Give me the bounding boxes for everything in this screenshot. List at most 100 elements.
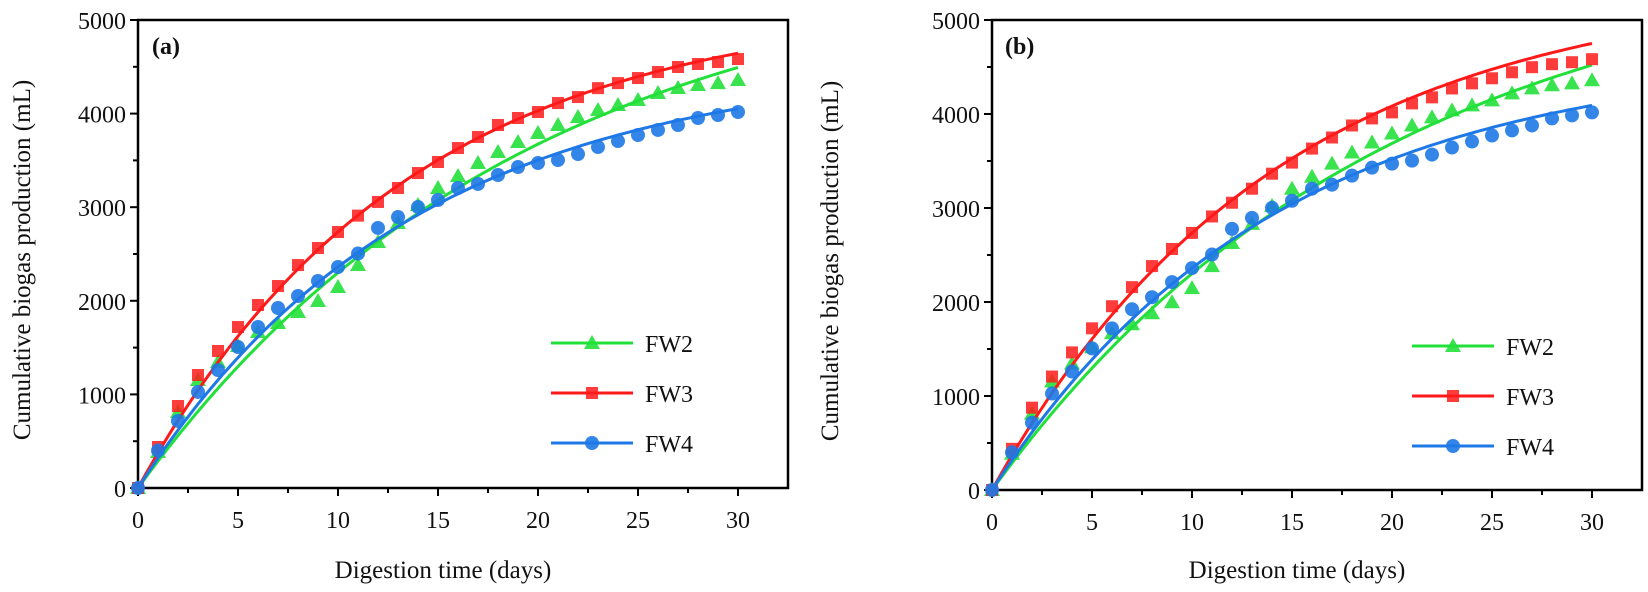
data-point-fw2	[690, 76, 706, 91]
legend-label: FW4	[1506, 435, 1554, 461]
data-point-fw4	[591, 140, 605, 155]
data-point-fw4	[1085, 341, 1099, 356]
data-point-fw4	[1365, 160, 1379, 175]
data-point-fw3	[1346, 119, 1358, 132]
data-point-fw4	[531, 156, 545, 171]
data-point-fw3	[292, 259, 304, 272]
legend-item-fw4: FW4	[1412, 435, 1554, 461]
data-point-fw2	[290, 304, 306, 319]
data-point-fw2	[1424, 109, 1440, 124]
data-point-fw4	[1105, 321, 1119, 336]
data-point-fw2	[1404, 117, 1420, 132]
data-point-fw4	[171, 413, 185, 428]
data-point-fw4	[651, 122, 665, 137]
data-point-fw4	[451, 181, 465, 196]
data-point-fw3	[592, 82, 604, 95]
panel-label: (b)	[1005, 34, 1034, 60]
data-point-fw3	[412, 167, 424, 180]
data-point-fw2	[310, 292, 326, 307]
data-point-fw2	[610, 96, 626, 111]
data-point-fw3	[1506, 66, 1518, 79]
data-point-fw2	[490, 143, 506, 158]
data-point-fw3	[1086, 322, 1098, 335]
x-tick-label: 15	[426, 508, 450, 534]
data-point-fw2	[590, 102, 606, 117]
data-point-fw4	[1545, 111, 1559, 126]
data-point-fw2	[470, 155, 486, 170]
legend-item-fw4: FW4	[551, 432, 693, 458]
series-fw4	[985, 103, 1599, 497]
legend: FW2 FW3 FW4	[551, 332, 693, 458]
data-point-fw4	[1425, 147, 1439, 162]
data-point-fw4	[1385, 156, 1399, 171]
data-point-fw4	[1285, 193, 1299, 208]
data-point-fw3	[352, 209, 364, 222]
legend-item-fw3: FW3	[1412, 385, 1554, 411]
data-point-fw3	[1326, 131, 1338, 144]
data-point-fw3	[1046, 370, 1058, 383]
x-axis-title: Digestion time (days)	[335, 557, 552, 584]
data-point-fw4	[631, 128, 645, 143]
data-point-fw3	[1386, 106, 1398, 119]
data-point-fw2	[1384, 125, 1400, 140]
y-axis-title: Cumulative biogas production (mL)	[9, 80, 36, 440]
data-point-fw2	[450, 168, 466, 183]
data-point-fw3	[1126, 281, 1138, 294]
x-tick-label: 0	[986, 510, 998, 536]
data-point-fw3	[1446, 82, 1458, 95]
data-point-fw4	[371, 220, 385, 235]
fit-line-fw3	[136, 51, 739, 489]
data-point-fw4	[191, 384, 205, 399]
data-point-fw2	[570, 108, 586, 123]
data-point-fw3	[1166, 242, 1178, 255]
data-point-fw4	[391, 210, 405, 225]
data-point-fw4	[511, 160, 525, 175]
data-point-fw3	[432, 155, 444, 168]
data-point-fw2	[1284, 180, 1300, 195]
data-point-fw2	[1464, 97, 1480, 112]
legend-item-fw2: FW2	[551, 332, 693, 358]
y-tick-label: 4000	[78, 103, 126, 129]
data-point-fw2	[1544, 77, 1560, 92]
data-point-fw3	[532, 106, 544, 119]
data-point-fw4	[671, 118, 685, 133]
data-point-fw4	[1325, 177, 1339, 192]
data-point-fw3	[1226, 196, 1238, 209]
data-point-fw3	[492, 119, 504, 132]
data-point-fw4	[1405, 153, 1419, 168]
x-tick-label: 10	[1180, 510, 1204, 536]
panel-a: 0 5 10 15 20 25 30 0 1000 2000 3000 4000 5000 Digesti…	[9, 9, 790, 584]
legend-marker-circle	[585, 436, 599, 450]
data-point-fw4	[1305, 181, 1319, 196]
panel-label: (a)	[152, 34, 180, 60]
data-point-fw4	[1265, 200, 1279, 215]
data-point-fw4	[1525, 118, 1539, 133]
data-point-fw3	[1366, 112, 1378, 125]
x-axis-title: Digestion time (days)	[1189, 557, 1406, 584]
data-point-fw4	[551, 153, 565, 168]
data-point-fw4	[1005, 445, 1019, 460]
data-point-fw2	[1124, 316, 1140, 331]
data-point-fw3	[1406, 97, 1418, 110]
data-point-fw3	[272, 280, 284, 293]
data-point-fw2	[1444, 102, 1460, 117]
data-point-fw2	[550, 117, 566, 132]
data-point-fw4	[231, 340, 245, 355]
data-point-fw2	[1184, 280, 1200, 295]
data-point-fw3	[1146, 260, 1158, 273]
fit-line-fw2	[136, 65, 739, 489]
data-point-fw3	[1486, 72, 1498, 85]
data-point-fw2	[510, 133, 526, 148]
data-point-fw2	[1304, 168, 1320, 183]
data-point-fw3	[672, 60, 684, 73]
data-point-fw3	[1526, 61, 1538, 74]
data-point-fw3	[1066, 346, 1078, 359]
data-point-fw4	[211, 363, 225, 378]
data-point-fw3	[232, 321, 244, 334]
series-fw3	[986, 42, 1598, 496]
data-point-fw4	[1465, 134, 1479, 149]
data-point-fw2	[350, 257, 366, 272]
y-tick-label: 1000	[78, 383, 126, 409]
data-point-fw3	[1266, 167, 1278, 180]
